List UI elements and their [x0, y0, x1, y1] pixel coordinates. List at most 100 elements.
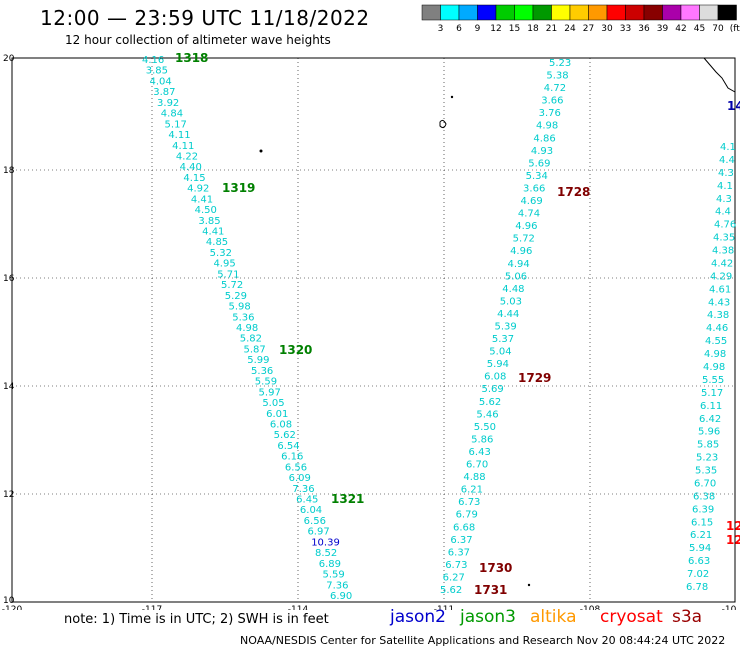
swh-value: 4.3 [716, 194, 732, 205]
swh-value: 6.39 [692, 504, 714, 515]
swh-value: 4.98 [703, 362, 725, 373]
swh-value: 4.16 [142, 55, 164, 66]
swh-value: 5.23 [696, 453, 718, 464]
swh-value: 3.85 [198, 216, 220, 227]
latitude-label: 14 [3, 382, 15, 392]
swh-value: 4.74 [518, 209, 540, 220]
pass-time-label: 1729 [518, 371, 551, 385]
swh-value: 4.98 [536, 121, 558, 132]
swh-value: 10.39 [311, 537, 340, 548]
swh-value: 6.79 [456, 510, 478, 521]
swh-value: 5.17 [165, 119, 187, 130]
swh-value: 5.62 [274, 430, 296, 441]
swh-value: 6.97 [307, 527, 329, 538]
swh-value: 6.43 [469, 447, 491, 458]
colorbar-tick-label: 3 [438, 24, 444, 34]
swh-value: 4.3 [718, 168, 734, 179]
swh-value: 4.4 [715, 207, 731, 218]
swh-value: 5.04 [489, 347, 511, 358]
swh-value: 5.17 [701, 388, 723, 399]
swh-value: 6.11 [700, 401, 722, 412]
swh-value: 5.59 [322, 570, 344, 581]
swh-value: 4.4 [719, 155, 735, 166]
swh-value: 4.29 [710, 271, 732, 282]
colorbar-tick-label: 9 [475, 24, 481, 34]
swh-value: 5.36 [232, 312, 254, 323]
swh-value: 4.43 [708, 297, 730, 308]
pass-time-label: 1728 [557, 185, 590, 199]
island-dot [259, 149, 263, 153]
longitude-label: -114 [288, 605, 309, 610]
swh-value: 5.06 [505, 271, 527, 282]
swh-value: 6.78 [686, 582, 708, 593]
swh-value: 4.41 [191, 194, 213, 205]
swh-value: 5.36 [251, 366, 273, 377]
swh-value: 6.89 [319, 559, 341, 570]
satellite-legend-altika: altika [530, 607, 577, 627]
swh-value: 5.94 [487, 359, 509, 370]
swh-value: 4.86 [533, 133, 555, 144]
swh-value: 4.46 [706, 323, 728, 334]
swh-value: 5.03 [500, 296, 522, 307]
coastline [703, 57, 736, 93]
swh-value: 7.36 [326, 580, 348, 591]
swh-value: 6.09 [289, 473, 311, 484]
swh-value: 5.29 [225, 291, 247, 302]
swh-value: 6.54 [277, 441, 299, 452]
swh-value: 4.22 [176, 151, 198, 162]
swh-value: 4.96 [515, 221, 537, 232]
swh-value: 4.41 [202, 227, 224, 238]
swh-value: 6.08 [270, 419, 292, 430]
swh-value: 6.21 [461, 485, 483, 496]
swh-value: 6.56 [304, 516, 326, 527]
swh-value: 5.39 [495, 322, 517, 333]
swh-value: 4.95 [213, 259, 235, 270]
swh-value: 4.11 [172, 141, 194, 152]
swh-value: 4.88 [463, 472, 485, 483]
swh-value: 6.73 [445, 560, 467, 571]
swh-value: 6.45 [296, 495, 318, 506]
latitude-label: 20 [3, 54, 15, 64]
satellite-legend-s3a: s3a [672, 607, 703, 627]
swh-value: 5.55 [702, 375, 724, 386]
swh-value: 5.38 [546, 71, 568, 82]
footnote: note: 1) Time is in UTC; 2) SWH is in fe… [64, 612, 329, 627]
pass-time-label: 12 [726, 533, 740, 547]
colorbar-tick-label: (ft) [730, 24, 740, 34]
swh-value: 7.02 [687, 569, 709, 580]
colorbar-tick-label: 21 [546, 24, 557, 34]
swh-value: 5.86 [471, 434, 493, 445]
swh-value: 6.21 [690, 530, 712, 541]
swh-value: 4.72 [544, 83, 566, 94]
credit-line: NOAA/NESDIS Center for Satellite Applica… [240, 634, 726, 647]
swh-value: 6.68 [453, 522, 475, 533]
swh-value: 6.38 [693, 491, 715, 502]
island-dot [450, 95, 454, 99]
swh-value: 4.76 [714, 220, 736, 231]
swh-value: 5.82 [240, 334, 262, 345]
colorbar-tick-label: 24 [564, 24, 576, 34]
swh-value: 5.72 [221, 280, 243, 291]
latitude-label: 10 [3, 596, 15, 606]
map-title: 12:00 — 23:59 UTC 11/18/2022 [40, 6, 370, 30]
colorbar-tick-label: 27 [583, 24, 594, 34]
swh-value: 5.59 [255, 377, 277, 388]
swh-value: 3.85 [146, 66, 168, 77]
colorbar-tick-label: 42 [675, 24, 686, 34]
longitude-label: -10 [722, 605, 737, 610]
island-dot [527, 583, 531, 587]
swh-value: 6.63 [688, 556, 710, 567]
swh-value: 4.11 [168, 130, 190, 141]
swh-value: 5.35 [695, 466, 717, 477]
latitude-label: 18 [3, 166, 15, 176]
swh-value: 5.72 [513, 234, 535, 245]
swh-value: 5.23 [549, 58, 571, 69]
swh-value: 4.61 [709, 284, 731, 295]
swh-value: 5.50 [474, 422, 496, 433]
map-frame [11, 57, 736, 603]
satellite-legend-cryosat: cryosat [600, 607, 663, 627]
swh-value: 6.73 [458, 497, 480, 508]
pass-time-label: 1320 [279, 343, 312, 357]
longitude-label: -108 [580, 605, 601, 610]
swh-value: 4.38 [707, 310, 729, 321]
